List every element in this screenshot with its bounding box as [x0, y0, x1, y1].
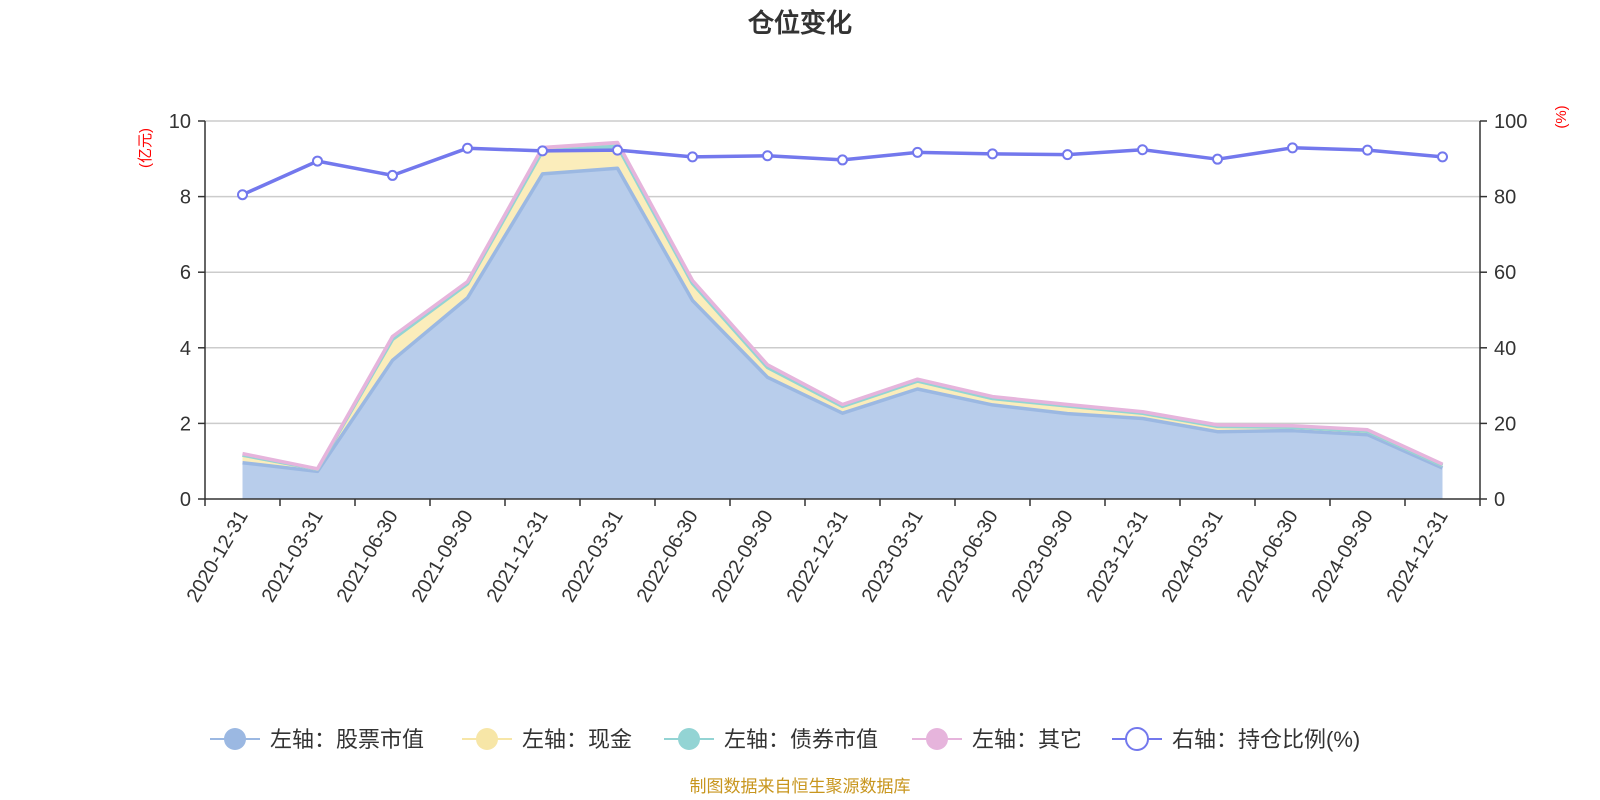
legend-label: 左轴：其它 — [972, 727, 1082, 752]
legend-label: 左轴：债券市值 — [724, 727, 878, 752]
ratio-point — [762, 150, 773, 162]
right-tick-label: 80 — [1494, 187, 1516, 209]
x-tick-label: 2024-06-30 — [1233, 507, 1303, 607]
left-tick-label: 2 — [180, 413, 191, 435]
left-axis-unit: (亿元) — [137, 128, 154, 168]
ratio-point — [1287, 142, 1298, 154]
stock-line — [242, 166, 1444, 474]
ratio-point — [612, 144, 623, 156]
ratio-point — [987, 148, 998, 160]
left-tick-label: 4 — [180, 338, 191, 360]
ratio-point — [237, 189, 248, 201]
ratio-point — [1212, 153, 1223, 165]
right-tick-label: 0 — [1494, 489, 1505, 511]
right-tick-label: 20 — [1494, 413, 1516, 435]
legend-marker — [224, 728, 246, 750]
chart-title: 仓位变化 — [747, 8, 852, 38]
legend-marker — [678, 728, 700, 750]
ratio-point — [462, 142, 473, 154]
ratio-point — [837, 154, 848, 166]
left-tick-label: 6 — [180, 262, 191, 284]
x-tick-label: 2021-09-30 — [408, 507, 478, 607]
x-tick-label: 2023-12-31 — [1083, 507, 1153, 607]
x-tick-label: 2022-12-31 — [783, 507, 853, 607]
ratio-point — [687, 151, 698, 163]
x-tick-label: 2023-09-30 — [1008, 507, 1078, 607]
x-tick-label: 2024-09-30 — [1308, 507, 1378, 607]
legend-marker — [1125, 727, 1149, 751]
right-axis-unit: (%) — [1553, 105, 1570, 128]
ratio-point — [912, 146, 923, 158]
stock-area — [242, 168, 1443, 500]
ratio-point — [1362, 144, 1373, 156]
ratio-point — [387, 169, 398, 181]
legend-marker — [476, 728, 498, 750]
x-tick-label: 2023-06-30 — [933, 507, 1003, 607]
ratio-series — [237, 142, 1448, 201]
left-tick-label: 0 — [180, 489, 191, 511]
x-tick-label: 2022-09-30 — [708, 507, 778, 607]
right-tick-label: 100 — [1494, 111, 1527, 133]
x-tick-label: 2022-03-31 — [558, 507, 628, 607]
x-tick-label: 2024-12-31 — [1383, 507, 1453, 607]
left-tick-label: 8 — [180, 187, 191, 209]
legend-label: 左轴：现金 — [522, 727, 632, 752]
ratio-point — [1137, 144, 1148, 156]
x-tick-label: 2021-06-30 — [333, 507, 403, 607]
plot-areas — [242, 140, 1444, 500]
left-tick-label: 10 — [169, 111, 191, 133]
x-tick-label: 2024-03-31 — [1158, 507, 1228, 607]
x-tick-label: 2023-03-31 — [858, 507, 928, 607]
x-tick-label: 2021-03-31 — [258, 507, 328, 607]
right-tick-label: 40 — [1494, 338, 1516, 360]
other-line — [242, 140, 1444, 471]
x-tick-label: 2021-12-31 — [483, 507, 553, 607]
ratio-point — [1437, 151, 1448, 163]
ratio-point — [312, 155, 323, 167]
legend-label: 右轴：持仓比例(%) — [1172, 727, 1360, 752]
legend-label: 左轴：股票市值 — [270, 727, 424, 752]
x-tick-label: 2022-06-30 — [633, 507, 703, 607]
x-tick-label: 2020-12-31 — [183, 507, 253, 607]
right-tick-label: 60 — [1494, 262, 1516, 284]
legend: 左轴：股票市值 左轴：现金 左轴：债券市值 左轴：其它 右轴：持仓比例(%) — [210, 727, 1360, 752]
ratio-point — [1062, 149, 1073, 161]
legend-marker — [926, 728, 948, 750]
data-source-note: 制图数据来自恒生聚源数据库 — [690, 777, 911, 796]
ratio-point — [537, 145, 548, 157]
